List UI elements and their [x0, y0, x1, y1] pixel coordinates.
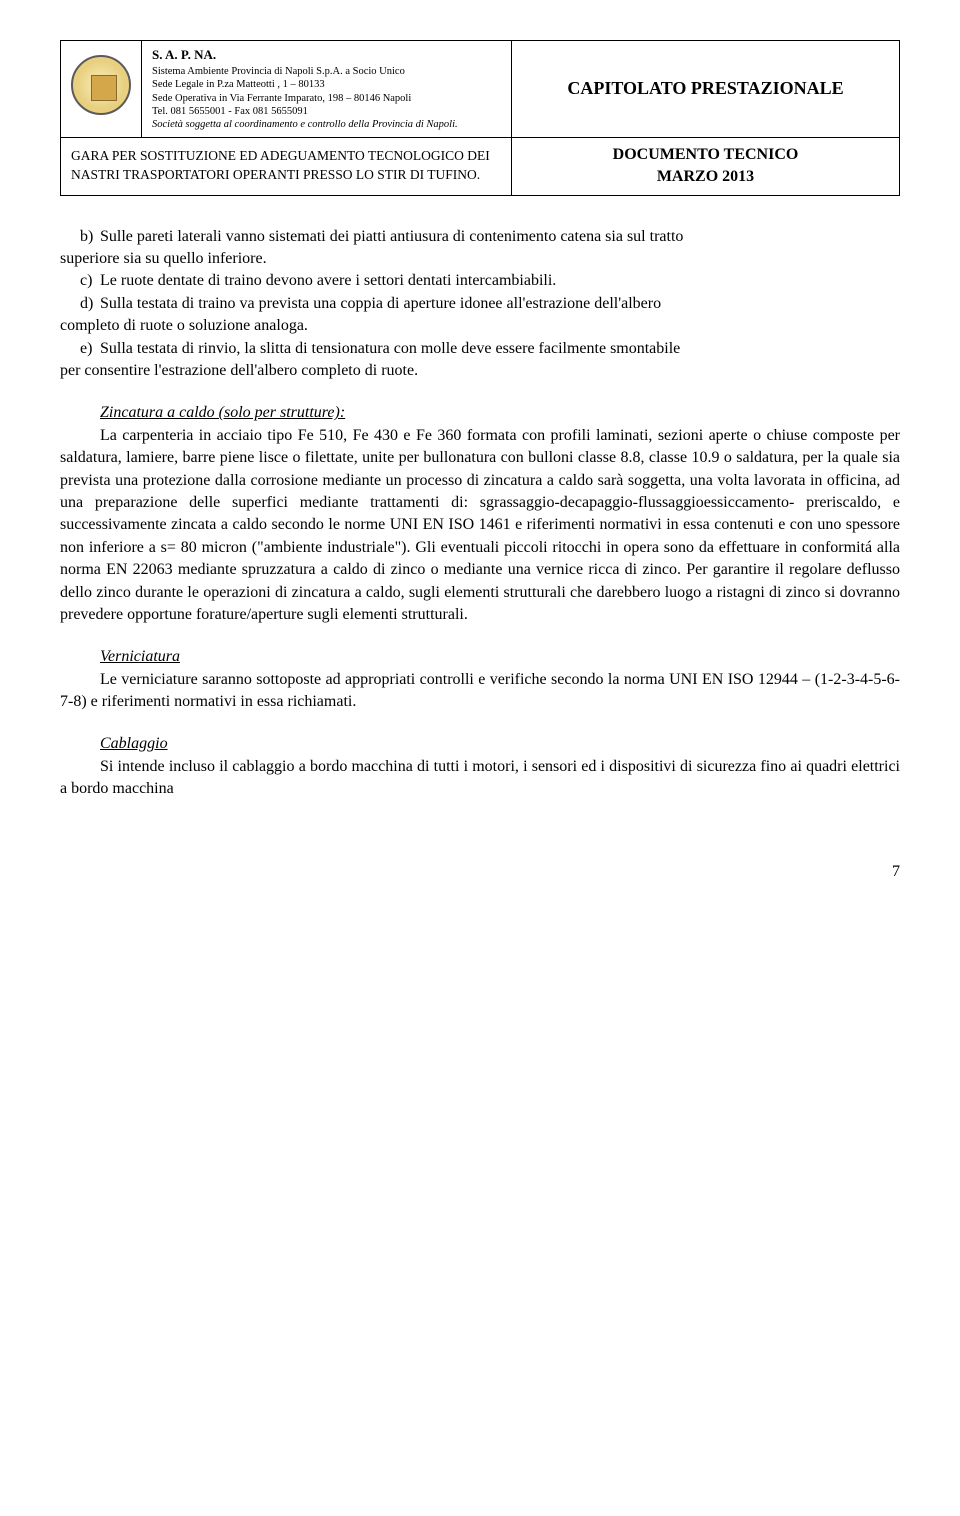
page-number: 7 — [60, 861, 900, 883]
logo-cell — [61, 41, 142, 138]
zincatura-title: Zincatura a caldo (solo per strutture): — [60, 402, 900, 424]
zincatura-body: La carpenteria in acciaio tipo Fe 510, F… — [60, 425, 900, 627]
header-table: S. A. P. NA. Sistema Ambiente Provincia … — [60, 40, 900, 196]
clause-text-e: Sulla testata di rinvio, la slitta di te… — [100, 338, 900, 360]
org-line: Sistema Ambiente Provincia di Napoli S.p… — [152, 65, 501, 78]
clause-cont-e: per consentire l'estrazione dell'albero … — [60, 360, 900, 382]
org-name: S. A. P. NA. — [152, 47, 501, 63]
clause-label-d: d) — [60, 293, 100, 315]
clause-label-b: b) — [60, 226, 100, 248]
clause-cont-b: superiore sia su quello inferiore. — [60, 248, 900, 270]
doc-line1: DOCUMENTO TECNICO — [522, 144, 889, 166]
clause-label-e: e) — [60, 338, 100, 360]
doc-line2: MARZO 2013 — [522, 166, 889, 188]
clause-cont-d: completo di ruote o soluzione analoga. — [60, 315, 900, 337]
verniciatura-title: Verniciatura — [60, 646, 900, 668]
clause-text-b: Sulle pareti laterali vanno sistemati de… — [100, 226, 900, 248]
clause-text-c: Le ruote dentate di traino devono avere … — [100, 270, 900, 292]
org-line: Sede Operativa in Via Ferrante Imparato,… — [152, 92, 501, 105]
org-line: Società soggetta al coordinamento e cont… — [152, 118, 501, 131]
clause-label-c: c) — [60, 270, 100, 292]
cap-title: CAPITOLATO PRESTAZIONALE — [567, 78, 843, 98]
org-line: Tel. 081 5655001 - Fax 081 5655091 — [152, 105, 501, 118]
clause-text-d: Sulla testata di traino va prevista una … — [100, 293, 900, 315]
gara-text: GARA PER SOSTITUZIONE ED ADEGUAMENTO TEC… — [71, 148, 490, 182]
gara-cell: GARA PER SOSTITUZIONE ED ADEGUAMENTO TEC… — [61, 137, 512, 195]
org-info-cell: S. A. P. NA. Sistema Ambiente Provincia … — [142, 41, 512, 138]
org-line: Sede Legale in P.za Matteotti , 1 – 8013… — [152, 78, 501, 91]
cap-title-cell: CAPITOLATO PRESTAZIONALE — [512, 41, 900, 138]
verniciatura-body: Le verniciature saranno sottoposte ad ap… — [60, 669, 900, 714]
cablaggio-body: Si intende incluso il cablaggio a bordo … — [60, 756, 900, 801]
body-text: b) Sulle pareti laterali vanno sistemati… — [60, 226, 900, 801]
doc-cell: DOCUMENTO TECNICO MARZO 2013 — [512, 137, 900, 195]
clause-list: b) Sulle pareti laterali vanno sistemati… — [60, 226, 900, 383]
org-logo-icon — [71, 55, 131, 115]
cablaggio-title: Cablaggio — [60, 733, 900, 755]
